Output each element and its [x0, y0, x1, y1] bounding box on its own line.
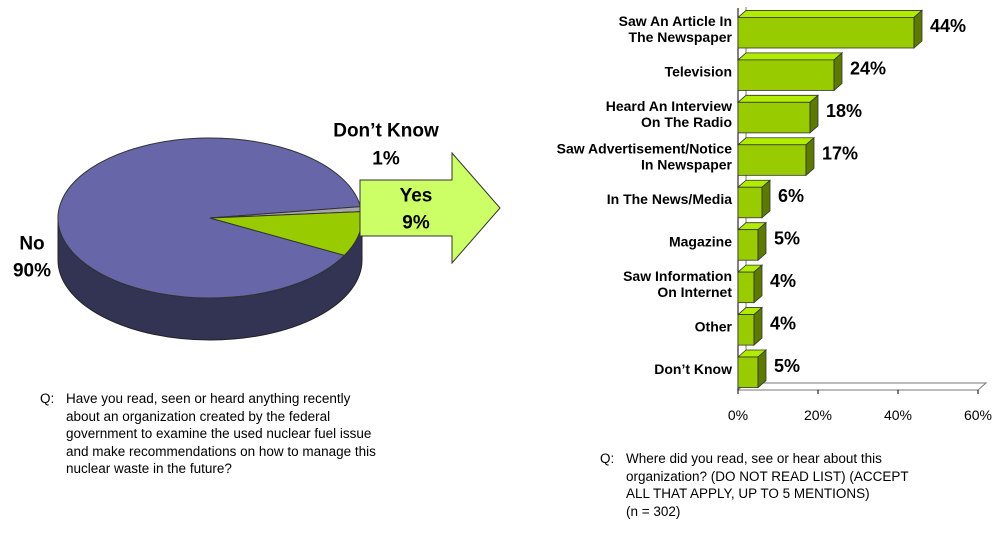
category-label: Heard An Interview On The Radio	[606, 98, 732, 130]
pie-question-line: government to examine the used nuclear f…	[66, 426, 372, 441]
category-label: Other	[695, 318, 733, 334]
category-label: Magazine	[669, 233, 732, 249]
x-tick-label: 0%	[728, 407, 748, 423]
pie-label-yes: Yes	[400, 186, 433, 207]
bar-value-label: 44%	[930, 16, 966, 36]
category-label: Saw Advertisement/Notice In Newspaper	[557, 141, 733, 173]
bar	[737, 314, 755, 346]
pie-label-no: No	[19, 234, 44, 255]
pie-value-dont-know: 1%	[372, 149, 400, 170]
category-label: In The News/Media	[607, 191, 732, 207]
bar-value-label: 18%	[826, 101, 862, 121]
bar-value-label: 6%	[778, 186, 804, 206]
pie-question-line: Have you read, seen or heard anything re…	[66, 391, 351, 406]
pie-question-prefix: Q:	[40, 391, 55, 406]
pie-question-line: and make recommendations on how to manag…	[66, 443, 376, 459]
bar-value-label: 24%	[850, 59, 886, 79]
bar-value-label: 5%	[774, 228, 800, 248]
category-label: Saw An Article In The Newspaper	[619, 13, 733, 45]
bar	[737, 186, 763, 219]
pie-question: Q: Have you read, seen or heard anything…	[40, 390, 480, 478]
bar-question-line: Where did you read, see or hear about th…	[626, 451, 882, 466]
pie-slice-no	[57, 137, 362, 299]
bar-end-face	[753, 264, 763, 304]
bar	[737, 229, 759, 261]
pie-question-line: about an organization created by the fed…	[66, 408, 331, 424]
yes-arrow	[359, 151, 501, 265]
bar-end-face	[753, 306, 763, 346]
category-label: Saw Information On Internet	[623, 268, 732, 300]
bar-top-face	[736, 10, 924, 18]
bar	[737, 59, 835, 91]
x-tick-label: 40%	[884, 407, 912, 423]
pie-value-no: 90%	[13, 261, 51, 282]
bar-end-face	[761, 179, 771, 219]
bar-top-face	[736, 52, 844, 61]
bar	[737, 271, 755, 304]
bar-end-face	[757, 349, 767, 389]
bar-end-face	[913, 9, 923, 49]
bar-end-face	[833, 52, 843, 92]
bar-top-face	[736, 94, 820, 103]
bar-question: Q: Where did you read, see or hear about…	[600, 450, 995, 520]
bar-top-face	[736, 137, 816, 146]
bar-value-label: 4%	[770, 313, 796, 333]
bar-end-face	[805, 136, 815, 177]
bar-value-label: 4%	[770, 271, 796, 291]
bar	[737, 144, 807, 176]
x-tick-label: 20%	[804, 407, 832, 423]
category-label: Television	[665, 64, 732, 80]
bar	[737, 356, 759, 388]
pie-label-dont-know: Don’t Know	[333, 121, 439, 142]
bar	[737, 101, 811, 134]
x-tick-label: 60%	[964, 407, 992, 423]
bar-question-prefix: Q:	[600, 451, 615, 466]
bar-question-line: organization? (DO NOT READ LIST) (ACCEPT	[626, 468, 909, 484]
bar-end-face	[809, 94, 819, 134]
bar-value-label: 5%	[774, 356, 800, 376]
bar-question-line: (n = 302)	[626, 503, 681, 519]
pie-question-line: nuclear waste in the future?	[66, 461, 232, 476]
bar-end-face	[757, 221, 767, 262]
pie-value-yes: 9%	[402, 213, 430, 234]
bar-chart: Saw An Article In The Newspaper 44% Televis…	[557, 7, 992, 423]
bar-value-label: 17%	[822, 144, 858, 164]
pie-chart: No 90% Don’t Know 1%Yes 9%	[13, 121, 501, 341]
bar-question-line: ALL THAT APPLY, UP TO 5 MENTIONS)	[626, 486, 870, 501]
category-label: Don’t Know	[654, 361, 732, 377]
bar	[737, 17, 915, 49]
